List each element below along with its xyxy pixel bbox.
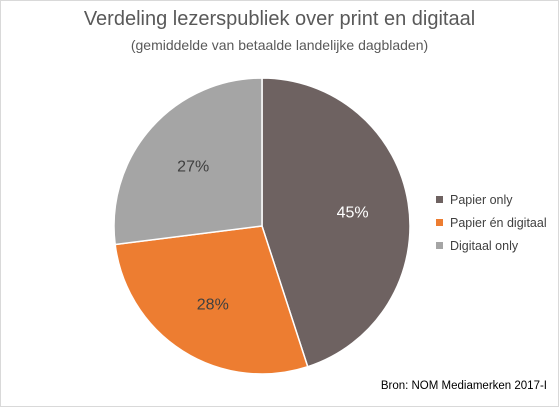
chart-legend: Papier only Papier én digitaal Digitaal … [436, 188, 547, 257]
chart-subtitle: (gemiddelde van betaalde landelijke dagb… [130, 37, 429, 53]
pie-data-labels: 45% 28% 27% [177, 158, 368, 313]
legend-swatch [436, 219, 443, 226]
pie-slice-2 [113, 77, 263, 246]
legend-label: Papier én digitaal [450, 215, 547, 230]
legend-item-papier-en-digitaal: Papier én digitaal [436, 211, 547, 234]
legend-item-digitaal-only: Digitaal only [436, 234, 547, 257]
pie-slices [113, 77, 411, 375]
source-note: Bron: NOM Mediamerken 2017-I [380, 380, 547, 392]
data-label-0: 45% [337, 205, 369, 222]
pie-slice-1 [114, 225, 309, 375]
legend-swatch [436, 242, 443, 249]
legend-swatch [436, 196, 443, 203]
chart-title: Verdeling lezerspubliek over print en di… [83, 8, 476, 30]
data-label-2: 27% [177, 158, 209, 175]
pie-slice-0 [261, 77, 411, 368]
legend-item-papier-only: Papier only [436, 188, 547, 211]
legend-label: Digitaal only [450, 238, 519, 253]
data-label-1: 28% [197, 297, 229, 314]
legend-label: Papier only [450, 192, 513, 207]
